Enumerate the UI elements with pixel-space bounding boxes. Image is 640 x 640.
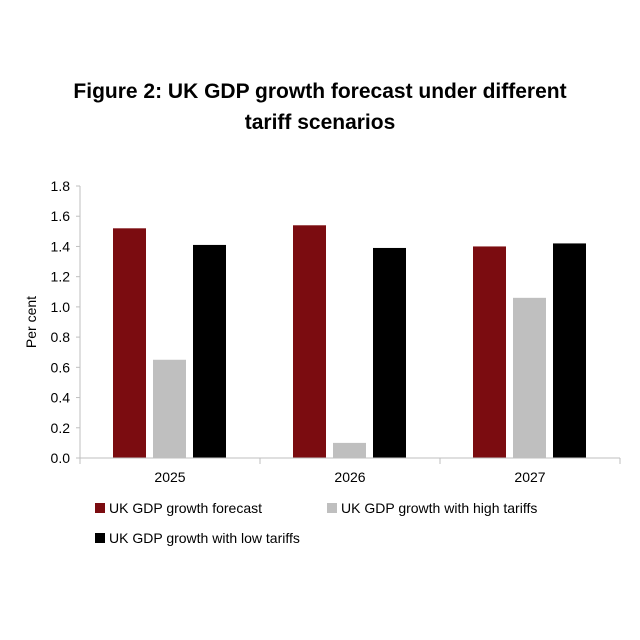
y-tick-label: 1.6	[51, 208, 71, 224]
chart-title: Figure 2: UK GDP growth forecast under d…	[0, 76, 640, 138]
bar-forecast-2027	[473, 246, 506, 458]
legend-item-forecast: UK GDP growth forecast	[95, 500, 262, 516]
y-tick-label: 0.6	[51, 359, 71, 375]
bar-low-tariffs-2026	[373, 247, 406, 458]
bar-high-tariffs-2026	[333, 442, 366, 458]
y-tick-label: 0.8	[51, 329, 71, 345]
bars	[113, 225, 586, 458]
legend-swatch-low-tariffs	[95, 533, 105, 543]
y-axis: 0.0 0.2 0.4 0.6 0.8 1.0 1.2 1.4 1.6 1.8	[51, 178, 81, 466]
y-tick-label: 1.2	[51, 269, 71, 285]
y-tick-label: 0.4	[51, 390, 71, 406]
legend-item-high-tariffs: UK GDP growth with high tariffs	[327, 500, 537, 516]
legend-label-low-tariffs: UK GDP growth with low tariffs	[109, 530, 300, 546]
legend-swatch-high-tariffs	[327, 503, 337, 513]
chart-title-line-2: tariff scenarios	[244, 111, 396, 134]
y-tick-label: 1.8	[51, 178, 71, 194]
bar-low-tariffs-2025	[193, 244, 226, 458]
bar-forecast-2025	[113, 228, 146, 458]
legend-label-forecast: UK GDP growth forecast	[109, 500, 263, 516]
bar-high-tariffs-2027	[513, 297, 546, 458]
x-tick-label: 2025	[154, 469, 185, 485]
x-tick-label: 2027	[514, 469, 545, 485]
y-axis-label: Per cent	[23, 296, 39, 348]
legend-swatch-forecast	[95, 503, 105, 513]
chart-title-line-1: Figure 2: UK GDP growth forecast under d…	[73, 80, 567, 103]
y-tick-label: 0.2	[51, 420, 71, 436]
x-tick-label: 2026	[334, 469, 365, 485]
legend-label-high-tariffs: UK GDP growth with high tariffs	[341, 500, 538, 516]
bar-high-tariffs-2025	[153, 359, 186, 458]
y-tick-label: 1.4	[51, 238, 71, 254]
x-axis: 2025 2026 2027	[79, 457, 621, 485]
y-tick-label: 1.0	[51, 299, 71, 315]
y-tick-label: 0.0	[51, 450, 71, 466]
bar-forecast-2026	[293, 225, 326, 458]
bar-low-tariffs-2027	[553, 243, 586, 458]
legend-item-low-tariffs: UK GDP growth with low tariffs	[95, 530, 300, 546]
